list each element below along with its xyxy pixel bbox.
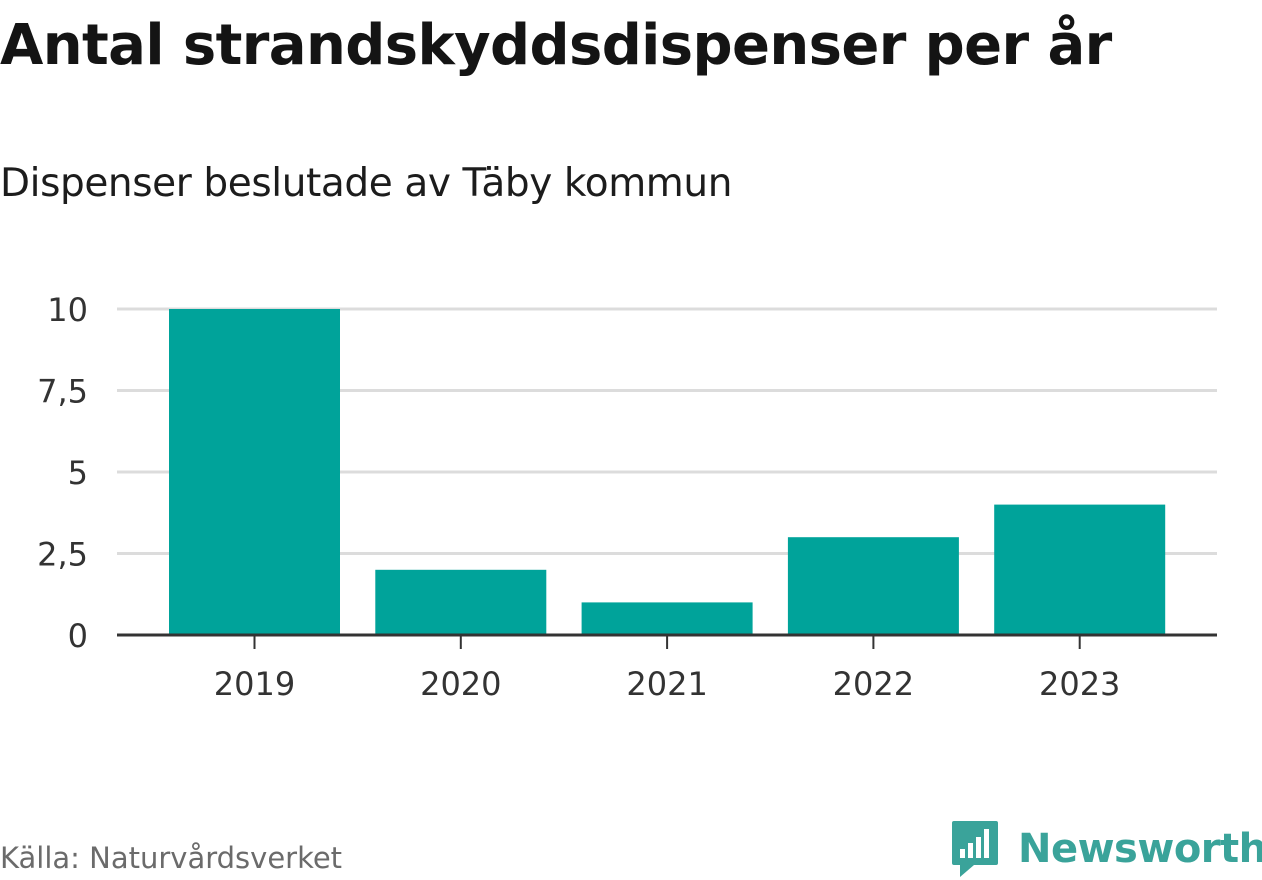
x-tick-label: 2023	[1039, 665, 1120, 703]
y-tick-label: 10	[47, 291, 88, 329]
brand-name: Newsworthy	[1018, 826, 1262, 872]
source-note: Källa: Naturvårdsverket	[0, 841, 343, 875]
chart-subtitle: Dispenser beslutade av Täby kommun	[0, 161, 733, 206]
y-axis-ticks: 0 2,5 5 7,5 10	[37, 291, 88, 655]
chart-title: Antal strandskyddsdispenser per år	[0, 13, 1112, 78]
x-axis-ticks: 2019 2020 2021 2022 2023	[214, 635, 1120, 703]
y-tick-label: 7,5	[37, 373, 88, 411]
bar-2020	[375, 569, 547, 635]
bar-2022	[787, 537, 959, 635]
x-tick-label: 2022	[833, 665, 914, 703]
y-tick-label: 5	[68, 454, 88, 492]
bar-2019	[169, 309, 340, 635]
y-tick-label: 0	[68, 617, 88, 655]
bar-2023	[994, 504, 1166, 635]
brand-logo-group: Newsworthy	[950, 818, 1262, 880]
y-tick-label: 2,5	[37, 536, 88, 574]
x-tick-label: 2019	[214, 665, 295, 703]
x-tick-label: 2021	[626, 665, 707, 703]
x-tick-label: 2020	[420, 665, 501, 703]
bar-2021	[581, 602, 753, 635]
bars	[169, 309, 1166, 635]
newsworthy-logo-icon	[952, 821, 998, 877]
